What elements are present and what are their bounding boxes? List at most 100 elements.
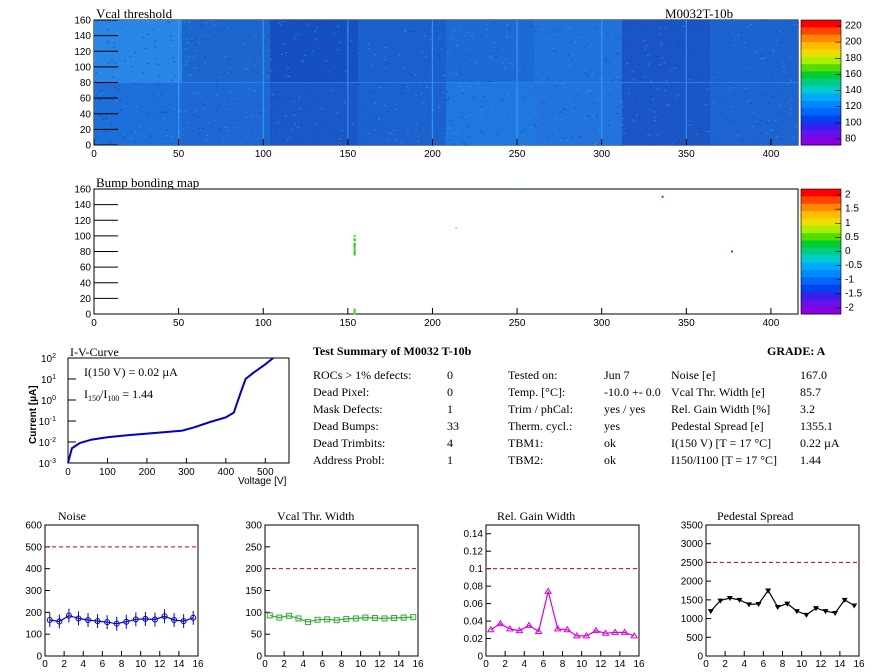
vcal-noise-pixel [443, 75, 446, 77]
vcal-xtick-label: 250 [509, 149, 526, 160]
vcal-noise-pixel [466, 31, 469, 33]
vcal-noise-pixel [295, 138, 298, 140]
bump-dead-pixel [353, 310, 356, 315]
vcal-noise-pixel [96, 45, 99, 47]
vcal-noise-pixel [373, 125, 376, 127]
vcal-noise-pixel [660, 36, 663, 38]
summary-label: TBM1: [508, 436, 544, 450]
data-point [563, 625, 572, 633]
vcal-noise-pixel [535, 79, 538, 81]
vcal-noise-pixel [297, 33, 300, 35]
vcal-noise-pixel [508, 28, 511, 30]
small-chart-noise: Noise 0 2 4 6 8 10 12 14 16 0 100 200 300 400 500 600 [25, 509, 204, 670]
data-point [601, 629, 610, 636]
vcal-noise-pixel [249, 34, 252, 36]
vcal-noise-pixel [740, 36, 743, 38]
vcal-noise-pixel [317, 100, 320, 102]
vcal-noise-pixel [106, 29, 109, 31]
scale-band [801, 225, 841, 234]
vcal-noise-pixel [184, 63, 187, 65]
vcal-noise-pixel [264, 40, 267, 42]
vcal-noise-pixel [562, 108, 565, 110]
small-ytick-label: 300 [245, 521, 262, 532]
vcal-noise-pixel [188, 122, 191, 124]
vcal-noise-pixel [734, 86, 737, 88]
vcal-noise-pixel [286, 67, 289, 69]
vcal-noise-pixel [340, 130, 343, 132]
vcal-noise-pixel [657, 36, 660, 38]
vcal-noise-pixel [350, 40, 353, 42]
vcal-noise-pixel [156, 100, 159, 102]
vcal-noise-pixel [242, 44, 245, 46]
vcal-noise-pixel [133, 81, 136, 83]
vcal-noise-pixel [724, 53, 727, 55]
vcal-ytick-label: 80 [80, 78, 92, 89]
vcal-noise-pixel [220, 20, 223, 22]
vcal-noise-pixel [188, 74, 191, 76]
bump-ytick-label: 20 [80, 294, 92, 305]
vcal-noise-pixel [217, 104, 220, 106]
small-xtick-label: 4 [521, 659, 527, 670]
vcal-noise-pixel [564, 109, 567, 111]
vcal-noise-pixel [796, 47, 799, 49]
summary-value: 1.44 [800, 453, 821, 467]
vcal-noise-pixel [698, 106, 701, 108]
vcal-noise-pixel [256, 71, 259, 73]
vcal-noise-pixel [141, 50, 144, 52]
vcal-noise-pixel [572, 110, 575, 112]
vcal-noise-pixel [278, 22, 281, 24]
small-xtick-label: 0 [262, 659, 268, 670]
summary-label: Pedestal Spread [e] [671, 419, 764, 433]
vcal-noise-pixel [595, 115, 598, 117]
vcal-noise-pixel [114, 73, 117, 75]
vcal-noise-pixel [702, 75, 705, 77]
vcal-noise-pixel [329, 133, 332, 135]
vcal-noise-pixel [783, 65, 786, 67]
vcal-noise-pixel [662, 66, 665, 68]
vcal-noise-pixel [456, 45, 459, 47]
vcal-noise-pixel [154, 46, 157, 48]
vcal-noise-pixel [96, 142, 99, 144]
small-xtick-label: 0 [483, 659, 489, 670]
vcal-noise-pixel [425, 86, 428, 88]
vcal-noise-pixel [618, 41, 621, 43]
vcal-noise-pixel [638, 63, 641, 65]
vcal-noise-pixel [459, 73, 462, 75]
vcal-noise-pixel [201, 103, 204, 105]
vcal-noise-pixel [423, 138, 426, 140]
vcal-noise-pixel [215, 94, 218, 96]
vcal-noise-pixel [99, 90, 102, 92]
summary-value: yes [604, 419, 620, 433]
small-ytick-label: 100 [25, 630, 42, 641]
vcal-noise-pixel [658, 27, 661, 29]
vcal-noise-pixel [558, 128, 561, 130]
vcal-noise-pixel [437, 28, 440, 30]
data-point [362, 614, 369, 621]
vcal-noise-pixel [229, 91, 232, 93]
small-xtick-label: 16 [633, 659, 645, 670]
vcal-noise-pixel [684, 124, 687, 126]
vcal-noise-pixel [421, 51, 424, 53]
vcal-noise-pixel [201, 38, 204, 40]
vcal-noise-pixel [200, 24, 203, 26]
vcal-noise-pixel [760, 132, 763, 134]
vcal-noise-pixel [225, 126, 228, 128]
vcal-noise-pixel [470, 35, 473, 37]
bump-color-scale: 2 1.5 1 0.5 0 -0.5 -1 -1.5 -2 [800, 188, 863, 315]
vcal-noise-pixel [469, 114, 472, 116]
vcal-noise-pixel [523, 68, 526, 70]
vcal-noise-pixel [706, 129, 709, 131]
small-chart-frame [44, 524, 199, 657]
vcal-noise-pixel [115, 100, 118, 102]
vcal-noise-pixel [780, 42, 783, 44]
vcal-noise-pixel [564, 137, 567, 139]
vcal-noise-pixel [315, 27, 318, 29]
data-point [410, 614, 417, 621]
vcal-noise-pixel [452, 101, 455, 103]
vcal-noise-pixel [157, 84, 160, 86]
vcal-noise-pixel [668, 44, 671, 46]
vcal-noise-pixel [312, 140, 315, 142]
data-point [305, 618, 312, 625]
small-ytick-label: 200 [25, 608, 42, 619]
summary-title: Test Summary of M0032 T-10b [313, 344, 472, 358]
